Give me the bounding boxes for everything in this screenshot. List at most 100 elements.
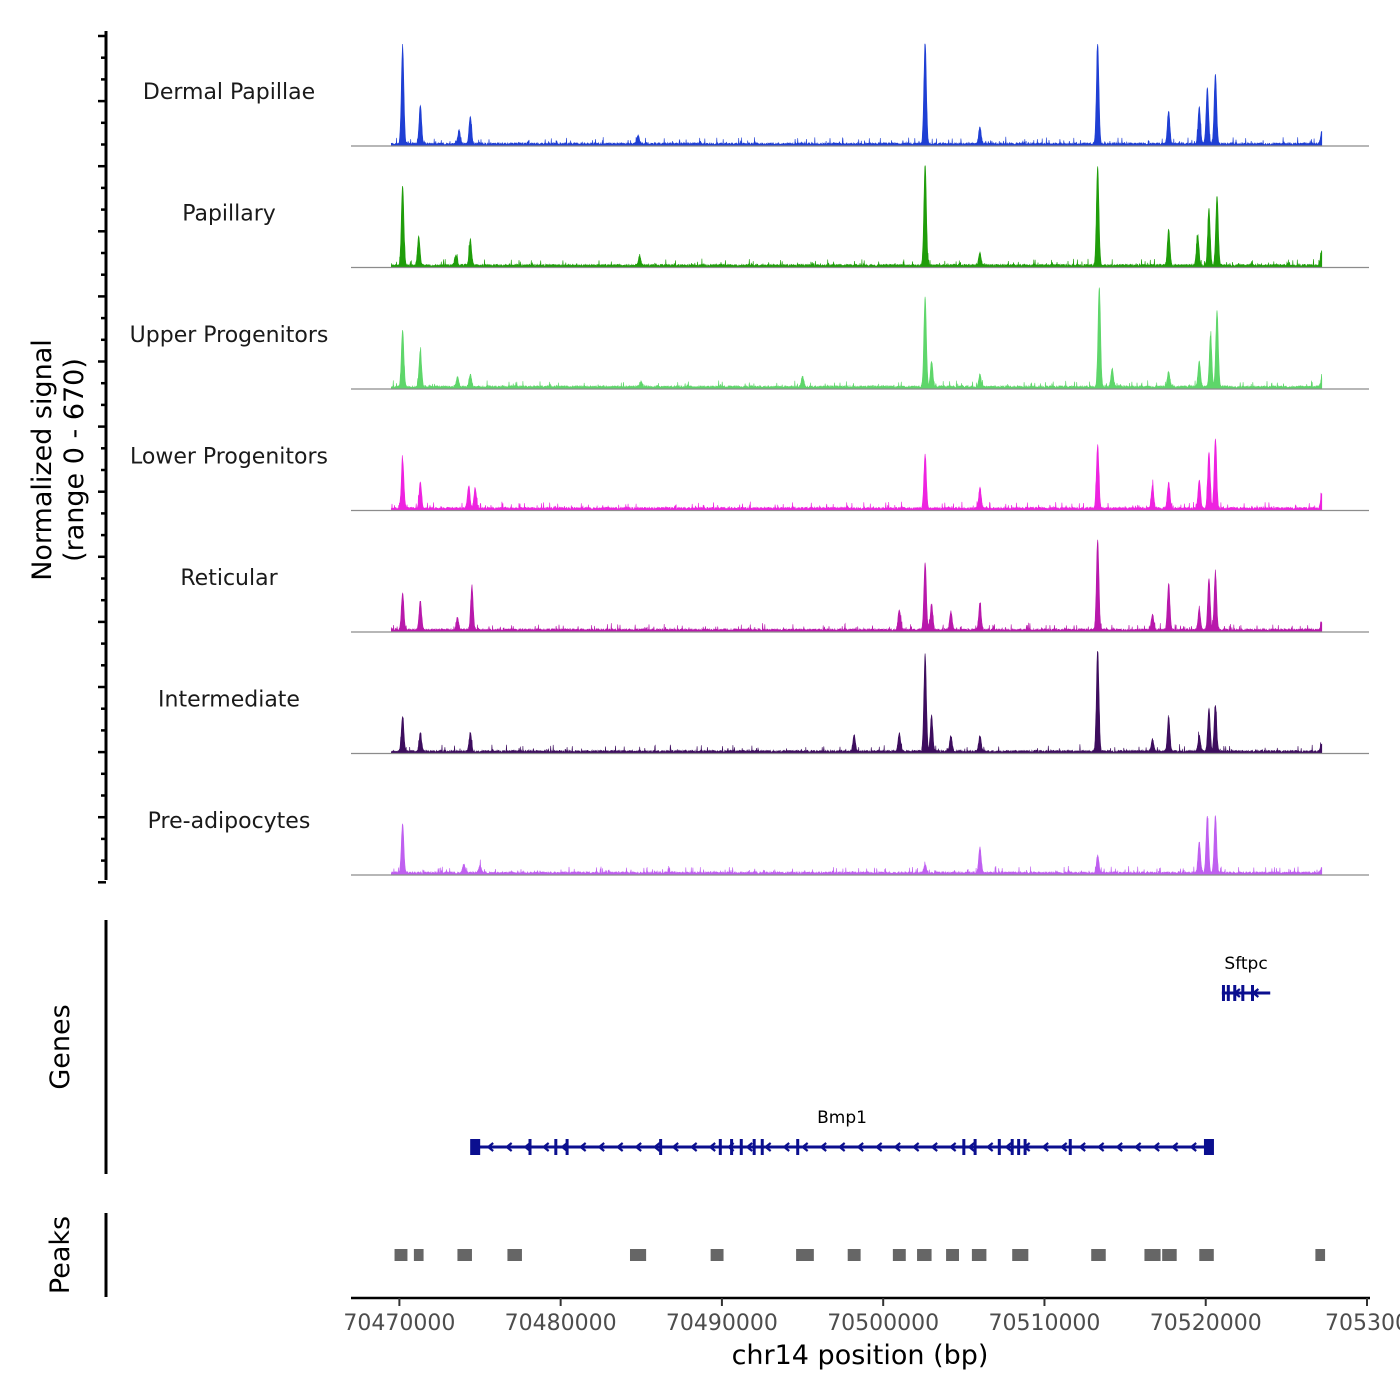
exon — [796, 1139, 800, 1155]
peak-region — [946, 1249, 959, 1261]
exon — [528, 1139, 532, 1155]
peak-region — [1091, 1249, 1106, 1261]
exon — [760, 1139, 764, 1155]
x-tick-label: 70480000 — [505, 1311, 617, 1336]
track-label-papillary: Papillary — [182, 202, 276, 227]
strand-arrow — [1152, 1142, 1160, 1152]
x-axis-ticks: 70470000 70480000 70490000 70500000 70510000… — [343, 1298, 1400, 1336]
strand-arrow — [856, 1142, 864, 1152]
exon — [470, 1139, 481, 1155]
peak-region — [971, 1249, 987, 1261]
exon — [1023, 1139, 1027, 1155]
strand-arrow — [745, 1142, 753, 1152]
peak-region — [796, 1249, 814, 1261]
exon — [1250, 985, 1254, 1001]
x-tick-label: 705300 — [1325, 1311, 1400, 1336]
strand-arrow — [597, 1142, 605, 1152]
strand-arrow — [819, 1142, 827, 1152]
x-tick-label: 70510000 — [988, 1311, 1100, 1336]
peak-region — [892, 1249, 906, 1261]
exon — [1241, 985, 1245, 1001]
strand-arrow — [689, 1142, 698, 1152]
coverage-tracks: Dermal Papillae Papillary Upper Progenitor… — [130, 43, 1369, 876]
exon — [1017, 1139, 1021, 1155]
y-axis-title: Normalized signal (range 0 - 670) — [27, 339, 90, 581]
exon — [973, 1139, 977, 1155]
strand-arrow — [634, 1142, 642, 1152]
peak-track — [394, 1249, 1326, 1261]
gene-bmp1: Bmp1 — [470, 1108, 1214, 1155]
strand-arrow — [1059, 1142, 1068, 1152]
exon — [752, 1139, 756, 1155]
x-tick-label: 70520000 — [1150, 1311, 1262, 1336]
peak-region — [629, 1249, 647, 1261]
strand-arrow — [800, 1142, 809, 1152]
strand-arrow — [578, 1142, 587, 1152]
coverage-area-papillary — [391, 165, 1323, 268]
x-tick-label: 70470000 — [343, 1311, 455, 1336]
strand-arrow — [763, 1142, 772, 1152]
y-axis-title-line1: Normalized signal — [27, 339, 58, 581]
strand-arrow — [1133, 1142, 1142, 1152]
strand-arrow — [782, 1142, 790, 1152]
peak-region — [413, 1249, 424, 1261]
strand-arrow — [1078, 1142, 1086, 1152]
peak-region — [917, 1249, 932, 1261]
exon — [565, 1139, 569, 1155]
exon — [554, 1139, 558, 1155]
track-label-reticular: Reticular — [180, 566, 278, 591]
coverage-area-upper-progenitors — [391, 287, 1323, 390]
peak-region — [1144, 1249, 1161, 1261]
strand-arrow — [967, 1142, 975, 1152]
coverage-area-lower-progenitors — [391, 438, 1323, 511]
track-pre-adipocytes: Pre-adipocytes — [148, 809, 1369, 876]
exon — [659, 1139, 663, 1155]
strand-arrow — [504, 1142, 513, 1152]
exon — [997, 1139, 1001, 1155]
strand-arrow — [911, 1142, 920, 1152]
track-reticular: Reticular — [180, 539, 1369, 633]
gene-label-bmp1: Bmp1 — [817, 1108, 867, 1128]
exon — [1221, 985, 1225, 1001]
strand-arrow — [560, 1142, 568, 1152]
strand-arrow — [1189, 1142, 1197, 1152]
track-papillary: Papillary — [182, 165, 1369, 269]
track-label-upper-progenitors: Upper Progenitors — [130, 323, 329, 348]
strand-arrow — [1004, 1142, 1012, 1152]
strand-arrow — [874, 1142, 883, 1152]
strand-arrow — [671, 1142, 679, 1152]
peak-region — [457, 1249, 472, 1261]
gene-sftpc: Sftpc — [1221, 954, 1271, 1001]
exon — [1233, 985, 1237, 1001]
strand-arrow — [615, 1142, 624, 1152]
track-dermal-papillae: Dermal Papillae — [143, 43, 1369, 147]
exon — [739, 1139, 743, 1155]
y-axis-title-line2: (range 0 - 670) — [59, 358, 90, 562]
track-upper-progenitors: Upper Progenitors — [130, 287, 1369, 390]
track-label-intermediate: Intermediate — [158, 688, 300, 713]
track-label-lower-progenitors: Lower Progenitors — [130, 445, 328, 470]
strand-arrow — [948, 1142, 957, 1152]
peak-region — [394, 1249, 408, 1261]
x-axis-title: chr14 position (bp) — [732, 1340, 989, 1371]
exon — [962, 1139, 966, 1155]
peak-region — [1315, 1249, 1326, 1261]
track-lower-progenitors: Lower Progenitors — [130, 438, 1369, 512]
gene-label-sftpc: Sftpc — [1224, 954, 1267, 974]
exon — [1068, 1139, 1072, 1155]
exon — [1010, 1139, 1014, 1155]
strand-arrow — [893, 1142, 901, 1152]
strand-arrow — [930, 1142, 938, 1152]
strand-arrow — [1096, 1142, 1105, 1152]
track-label-dermal-papillae: Dermal Papillae — [143, 80, 315, 105]
x-tick-label: 70500000 — [827, 1311, 939, 1336]
coverage-area-intermediate — [391, 651, 1323, 754]
strand-arrow — [652, 1142, 661, 1152]
strand-arrow — [1115, 1142, 1123, 1152]
strand-arrow — [837, 1142, 846, 1152]
strand-arrow — [708, 1142, 716, 1152]
peak-region — [1162, 1249, 1177, 1261]
exon — [730, 1139, 734, 1155]
exon — [1203, 1139, 1214, 1155]
strand-arrow — [1170, 1142, 1179, 1152]
